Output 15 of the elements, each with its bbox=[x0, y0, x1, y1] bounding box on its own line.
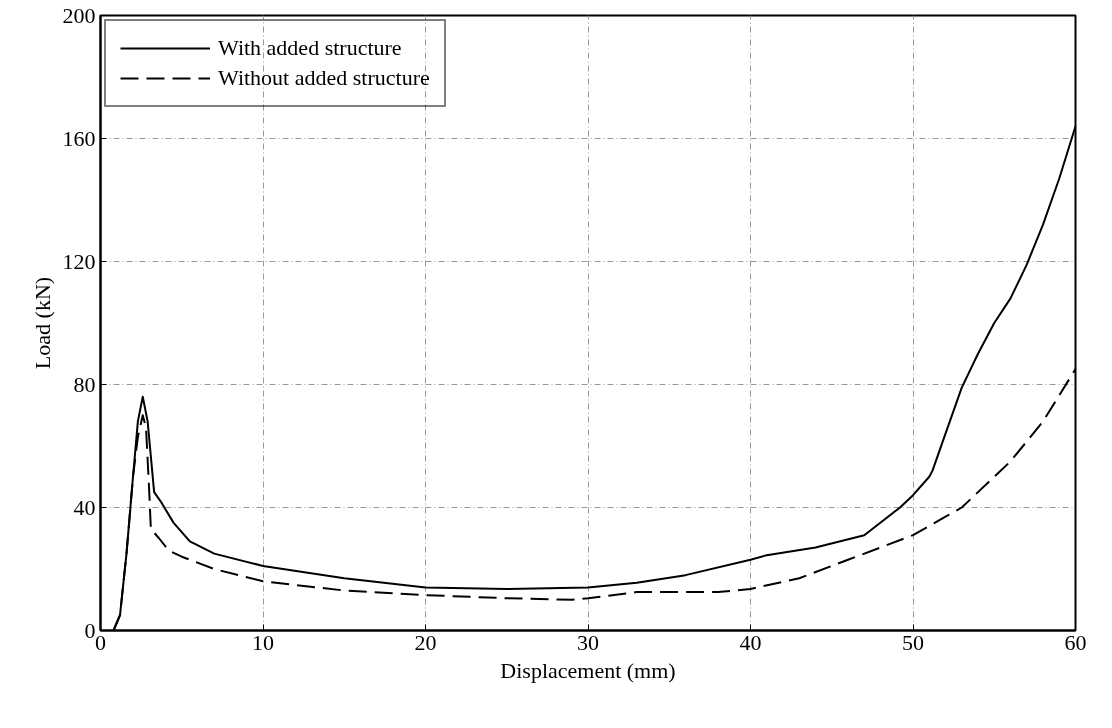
y-axis-title: Load (kN) bbox=[29, 276, 55, 370]
legend-label: Without added structure bbox=[218, 65, 430, 91]
x-tick-label: 20 bbox=[414, 629, 437, 655]
y-tick-label: 40 bbox=[73, 494, 96, 520]
x-tick-label: 10 bbox=[252, 629, 274, 655]
y-tick-label: 120 bbox=[62, 248, 96, 274]
x-axis-title: Displacement (mm) bbox=[500, 657, 676, 683]
y-tick-label: 80 bbox=[73, 371, 96, 397]
x-tick-label: 30 bbox=[577, 629, 599, 655]
legend-label: With added structure bbox=[218, 35, 402, 61]
y-tick-label: 160 bbox=[62, 125, 96, 151]
x-tick-label: 60 bbox=[1064, 629, 1087, 655]
y-tick-label: 200 bbox=[62, 2, 96, 28]
x-tick-label: 40 bbox=[739, 629, 762, 655]
x-tick-label: 50 bbox=[902, 629, 924, 655]
